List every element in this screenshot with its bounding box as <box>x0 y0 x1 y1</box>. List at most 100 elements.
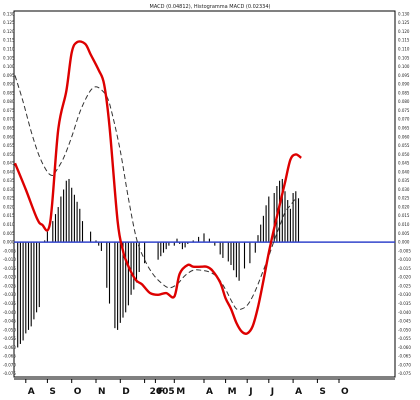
y-tick-label-left: -0.030 <box>3 292 16 297</box>
y-tick-label-right: -0.050 <box>398 327 411 332</box>
y-tick-label-left: 0.105 <box>3 55 15 60</box>
y-tick-label-right: 0.035 <box>398 178 410 183</box>
y-tick-label-right: 0.015 <box>398 213 410 218</box>
y-tick-label-right: -0.010 <box>398 257 411 262</box>
signal-line <box>14 75 297 311</box>
x-tick-label: J <box>270 387 274 397</box>
y-tick-label-right: 0.130 <box>398 11 410 16</box>
chart-title: MACD (0.04812), Histogramma MACD (0.0233… <box>150 4 271 10</box>
x-tick-label: M <box>228 387 237 397</box>
y-tick-label-left: 0.035 <box>3 178 15 183</box>
y-tick-label-left: 0.125 <box>3 20 15 25</box>
y-tick-label-left: 0.020 <box>3 204 15 209</box>
y-tick-label-right: 0.040 <box>398 169 410 174</box>
y-tick-label-left: 0.000 <box>3 240 15 245</box>
y-tick-label-right: 0.070 <box>398 117 410 122</box>
y-tick-label-left: -0.035 <box>3 301 16 306</box>
y-tick-label-left: 0.045 <box>3 161 15 166</box>
y-tick-label-right: 0.115 <box>398 38 410 43</box>
x-tick-label: D <box>122 387 129 397</box>
y-tick-label-left: 0.090 <box>3 82 15 87</box>
y-tick-label-right: -0.070 <box>398 362 411 367</box>
y-tick-label-right: 0.065 <box>398 125 410 130</box>
y-tick-label-right: 0.005 <box>398 231 410 236</box>
y-tick-label-right: 0.110 <box>398 47 410 52</box>
y-tick-label-right: 0.090 <box>398 82 410 87</box>
y-tick-label-left: 0.130 <box>3 11 15 16</box>
y-tick-label-right: -0.040 <box>398 310 411 315</box>
y-tick-label-right: -0.030 <box>398 292 411 297</box>
y-tick-label-left: 0.010 <box>3 222 15 227</box>
y-tick-label-left: 0.070 <box>3 117 15 122</box>
x-tick-label: F <box>157 387 163 397</box>
y-axis-right-labels: 0.130 0.125 0.120 0.115 0.110 0.105 0.100 0.095… <box>398 11 411 376</box>
y-tick-label-left: 0.095 <box>3 73 15 78</box>
y-tick-label-left: -0.020 <box>3 275 16 280</box>
y-tick-label-left: -0.040 <box>3 310 16 315</box>
y-tick-label-left: -0.065 <box>3 354 16 359</box>
y-tick-label-left: 0.030 <box>3 187 15 192</box>
y-tick-label-left: 0.015 <box>3 213 15 218</box>
y-tick-label-right: 0.030 <box>398 187 410 192</box>
y-tick-label-right: -0.065 <box>398 354 411 359</box>
y-tick-label-right: 0.085 <box>398 90 410 95</box>
x-tick-label: 2005 <box>150 387 175 397</box>
y-tick-label-right: 0.080 <box>398 99 410 104</box>
y-tick-label-right: -0.025 <box>398 283 411 288</box>
x-tick-label: S <box>49 387 55 397</box>
y-tick-label-left: 0.040 <box>3 169 15 174</box>
y-tick-label-right: -0.015 <box>398 266 411 271</box>
y-tick-label-left: 0.065 <box>3 125 15 130</box>
y-tick-label-left: 0.085 <box>3 90 15 95</box>
y-tick-label-left: 0.080 <box>3 99 15 104</box>
x-tick-label: O <box>74 387 82 397</box>
y-tick-label-right: -0.075 <box>398 371 411 376</box>
y-tick-label-left: -0.075 <box>3 371 16 376</box>
x-tick-label: M <box>176 387 185 397</box>
y-tick-label-left: -0.025 <box>3 283 16 288</box>
y-tick-label-right: 0.050 <box>398 152 410 157</box>
y-tick-label-right: 0.045 <box>398 161 410 166</box>
y-tick-label-right: 0.055 <box>398 143 410 148</box>
x-tick-label: J <box>248 387 252 397</box>
y-tick-label-right: 0.000 <box>398 240 410 245</box>
y-tick-label-left: -0.015 <box>3 266 16 271</box>
y-tick-label-left: -0.005 <box>3 248 16 253</box>
y-tick-label-left: 0.120 <box>3 29 15 34</box>
y-tick-label-left: 0.100 <box>3 64 15 69</box>
x-tick-label: A <box>206 387 213 397</box>
y-tick-label-right: -0.060 <box>398 345 411 350</box>
x-tick-label: N <box>98 387 106 397</box>
y-tick-label-left: -0.050 <box>3 327 16 332</box>
y-tick-label-left: 0.075 <box>3 108 15 113</box>
histogram-series <box>17 178 300 348</box>
y-tick-label-left: 0.025 <box>3 196 15 201</box>
y-tick-label-left: 0.110 <box>3 47 15 52</box>
y-tick-label-left: 0.005 <box>3 231 15 236</box>
y-tick-label-right: 0.020 <box>398 204 410 209</box>
y-tick-label-right: -0.045 <box>398 319 411 324</box>
y-axis-left-labels: 0.130 0.125 0.120 0.115 0.110 0.105 0.100 0.095… <box>3 11 16 376</box>
y-tick-label-left: -0.045 <box>3 319 16 324</box>
y-tick-label-right: 0.125 <box>398 20 410 25</box>
y-tick-label-left: 0.060 <box>3 134 15 139</box>
y-tick-label-right: 0.075 <box>398 108 410 113</box>
y-tick-label-left: 0.115 <box>3 38 15 43</box>
x-tick-label: A <box>28 387 35 397</box>
y-tick-label-right: -0.035 <box>398 301 411 306</box>
y-tick-label-right: -0.005 <box>398 248 411 253</box>
x-tick-label: S <box>319 387 325 397</box>
y-tick-label-right: 0.120 <box>398 29 410 34</box>
y-tick-label-left: -0.060 <box>3 345 16 350</box>
plot-area-frame <box>13 10 396 378</box>
y-tick-label-left: -0.070 <box>3 362 16 367</box>
y-tick-label-left: 0.055 <box>3 143 15 148</box>
y-tick-label-right: -0.020 <box>398 275 411 280</box>
y-tick-label-right: 0.060 <box>398 134 410 139</box>
y-tick-label-left: 0.050 <box>3 152 15 157</box>
y-tick-label-right: -0.055 <box>398 336 411 341</box>
y-tick-label-right: 0.095 <box>398 73 410 78</box>
